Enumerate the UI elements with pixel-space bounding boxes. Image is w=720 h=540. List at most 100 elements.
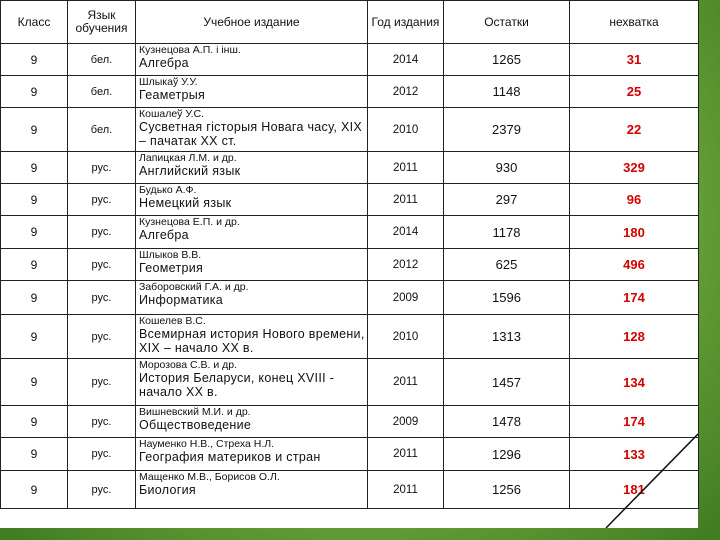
- table-row: 9 рус. Лапицкая Л.М. и др. Английский язык 2…: [0, 151, 699, 184]
- table-row: 9 рус. Кузнецова Е.П. и др. Алгебра 2014 1178…: [0, 215, 699, 249]
- klass-cell: 9: [0, 470, 68, 509]
- klass-cell: 9: [0, 183, 68, 216]
- year-cell: 2014: [367, 43, 444, 76]
- remaining-cell: 1596: [443, 280, 570, 315]
- table-row: 9 рус. Будько А.Ф. Немецкий язык 2011 297 96: [0, 183, 699, 216]
- table-row: 9 бел. Шлыкаў У.У. Геаметрыя 2012 1148 25: [0, 75, 699, 108]
- remaining-cell: 1256: [443, 470, 570, 509]
- header-lang: Язык обучения: [67, 0, 136, 44]
- shortage-cell: 96: [569, 183, 699, 216]
- document-sheet: Класс Язык обучения Учебное издание Год …: [0, 0, 699, 528]
- header-row: Класс Язык обучения Учебное издание Год …: [0, 0, 699, 44]
- language-cell: рус.: [67, 248, 136, 281]
- language-cell: бел.: [67, 75, 136, 108]
- language-cell: рус.: [67, 470, 136, 509]
- language-cell: рус.: [67, 151, 136, 184]
- book-author: Вишневский М.И. и др.: [139, 406, 251, 418]
- book-author: Мащенко М.В., Борисов О.Л.: [139, 471, 280, 483]
- language-cell: рус.: [67, 280, 136, 315]
- book-title: Обществоведение: [139, 418, 252, 432]
- book-title: География материков и стран: [139, 450, 321, 464]
- remaining-cell: 2379: [443, 107, 570, 152]
- year-cell: 2014: [367, 215, 444, 249]
- table-row: 9 рус. Шлыков В.В. Геометрия 2012 625 496: [0, 248, 699, 281]
- year-cell: 2011: [367, 183, 444, 216]
- book-title: Всемирная история Нового времени, XIX – …: [139, 327, 365, 355]
- book-cell: Заборовский Г.А. и др. Информатика: [135, 280, 368, 315]
- book-author: Кузнецова Е.П. и др.: [139, 216, 240, 228]
- klass-cell: 9: [0, 107, 68, 152]
- klass-cell: 9: [0, 405, 68, 438]
- shortage-cell: 22: [569, 107, 699, 152]
- klass-cell: 9: [0, 43, 68, 76]
- book-cell: Кошелев В.С. Всемирная история Нового вре…: [135, 314, 368, 359]
- book-title: Геометрия: [139, 261, 204, 275]
- klass-cell: 9: [0, 75, 68, 108]
- klass-cell: 9: [0, 215, 68, 249]
- header-book: Учебное издание: [135, 0, 368, 44]
- table-row: 9 бел. Кошалеў У.С. Сусветная гісторыя Нова…: [0, 107, 699, 152]
- language-cell: рус.: [67, 437, 136, 471]
- book-cell: Будько А.Ф. Немецкий язык: [135, 183, 368, 216]
- shortage-cell: 181: [569, 470, 699, 509]
- book-author: Кошелев В.С.: [139, 315, 206, 327]
- language-cell: рус.: [67, 314, 136, 359]
- year-cell: 2012: [367, 75, 444, 108]
- language-cell: рус.: [67, 215, 136, 249]
- klass-cell: 9: [0, 358, 68, 406]
- klass-cell: 9: [0, 151, 68, 184]
- language-cell: рус.: [67, 405, 136, 438]
- remaining-cell: 1457: [443, 358, 570, 406]
- book-cell: Вишневский М.И. и др. Обществоведение: [135, 405, 368, 438]
- book-title: Немецкий язык: [139, 196, 232, 210]
- shortage-cell: 133: [569, 437, 699, 471]
- book-title: Алгебра: [139, 228, 189, 242]
- shortage-cell: 496: [569, 248, 699, 281]
- remaining-cell: 930: [443, 151, 570, 184]
- remaining-cell: 1178: [443, 215, 570, 249]
- table-row: 9 рус. Кошелев В.С. Всемирная история Новог…: [0, 314, 699, 359]
- year-cell: 2012: [367, 248, 444, 281]
- klass-cell: 9: [0, 280, 68, 315]
- book-author: Заборовский Г.А. и др.: [139, 281, 249, 293]
- year-cell: 2009: [367, 280, 444, 315]
- table-row: 9 рус. Науменко Н.В., Стреха Н.Л. География…: [0, 437, 699, 471]
- book-title: Английский язык: [139, 164, 241, 178]
- year-cell: 2011: [367, 358, 444, 406]
- book-cell: Лапицкая Л.М. и др. Английский язык: [135, 151, 368, 184]
- remaining-cell: 1148: [443, 75, 570, 108]
- table-row: 9 рус. Вишневский М.И. и др. Обществоведени…: [0, 405, 699, 438]
- remaining-cell: 1478: [443, 405, 570, 438]
- header-rest: Остатки: [443, 0, 570, 44]
- shortage-cell: 329: [569, 151, 699, 184]
- book-title: Геаметрыя: [139, 88, 206, 102]
- klass-cell: 9: [0, 248, 68, 281]
- table-row: 9 рус. Морозова С.В. и др. История Беларуси…: [0, 358, 699, 406]
- shortage-cell: 174: [569, 405, 699, 438]
- book-author: Будько А.Ф.: [139, 184, 197, 196]
- year-cell: 2011: [367, 470, 444, 509]
- book-author: Шлыкаў У.У.: [139, 76, 198, 88]
- book-cell: Науменко Н.В., Стреха Н.Л. География мате…: [135, 437, 368, 471]
- book-cell: Шлыков В.В. Геометрия: [135, 248, 368, 281]
- language-cell: рус.: [67, 358, 136, 406]
- remaining-cell: 1313: [443, 314, 570, 359]
- language-cell: бел.: [67, 107, 136, 152]
- year-cell: 2010: [367, 107, 444, 152]
- book-cell: Кузнецова А.П. і інш. Алгебра: [135, 43, 368, 76]
- shortage-cell: 174: [569, 280, 699, 315]
- remaining-cell: 297: [443, 183, 570, 216]
- book-title: Сусветная гісторыя Новага часу, XIX – па…: [139, 120, 362, 148]
- book-author: Кузнецова А.П. і інш.: [139, 44, 241, 56]
- remaining-cell: 1296: [443, 437, 570, 471]
- book-author: Лапицкая Л.М. и др.: [139, 152, 237, 164]
- book-title: Биология: [139, 483, 196, 497]
- book-author: Шлыков В.В.: [139, 249, 202, 261]
- language-cell: рус.: [67, 183, 136, 216]
- book-cell: Мащенко М.В., Борисов О.Л. Биология: [135, 470, 368, 509]
- klass-cell: 9: [0, 314, 68, 359]
- language-cell: бел.: [67, 43, 136, 76]
- table-row: 9 бел. Кузнецова А.П. і інш. Алгебра 2014 126…: [0, 43, 699, 76]
- year-cell: 2010: [367, 314, 444, 359]
- shortage-cell: 31: [569, 43, 699, 76]
